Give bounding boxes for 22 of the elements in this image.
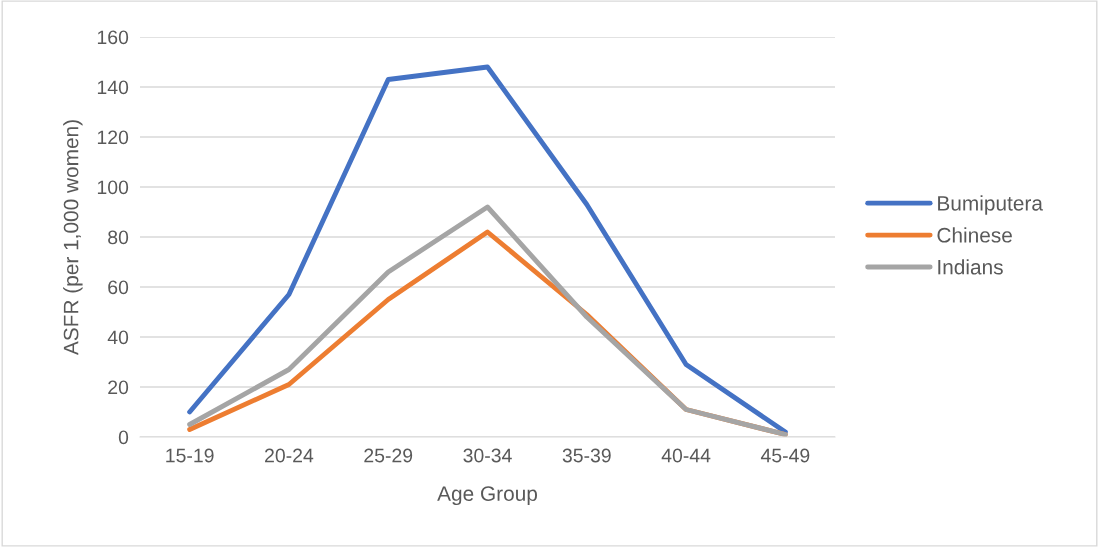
y-tick-label: 60 [108, 280, 129, 295]
legend-label: Indians [938, 259, 1003, 275]
y-tick-label: 0 [118, 430, 129, 445]
y-tick-label: 120 [97, 130, 129, 145]
y-tick-label: 160 [97, 30, 129, 45]
x-tick-label: 20-24 [265, 448, 314, 463]
x-tick-label: 30-34 [463, 448, 512, 463]
line-series [187, 64, 788, 435]
x-tick-label: 15-19 [166, 448, 214, 463]
y-tick-label: 100 [97, 180, 129, 195]
x-tick-label: 40-44 [661, 448, 711, 463]
legend-label: Bumiputera [938, 195, 1043, 215]
x-tick-label: 45-49 [760, 448, 810, 463]
y-tick-label: 20 [108, 380, 129, 395]
y-axis-title: ASFR (per 1,000 women) [63, 120, 83, 356]
y-tick-label: 40 [107, 330, 129, 345]
y-tick-label: 80 [108, 230, 129, 245]
x-axis-title: Age Group [437, 486, 538, 506]
legend-label: Chinese [937, 227, 1012, 243]
x-tick-label: 25-29 [364, 448, 413, 463]
x-tick-label: 35-39 [562, 448, 611, 463]
y-tick-label: 140 [97, 80, 129, 95]
